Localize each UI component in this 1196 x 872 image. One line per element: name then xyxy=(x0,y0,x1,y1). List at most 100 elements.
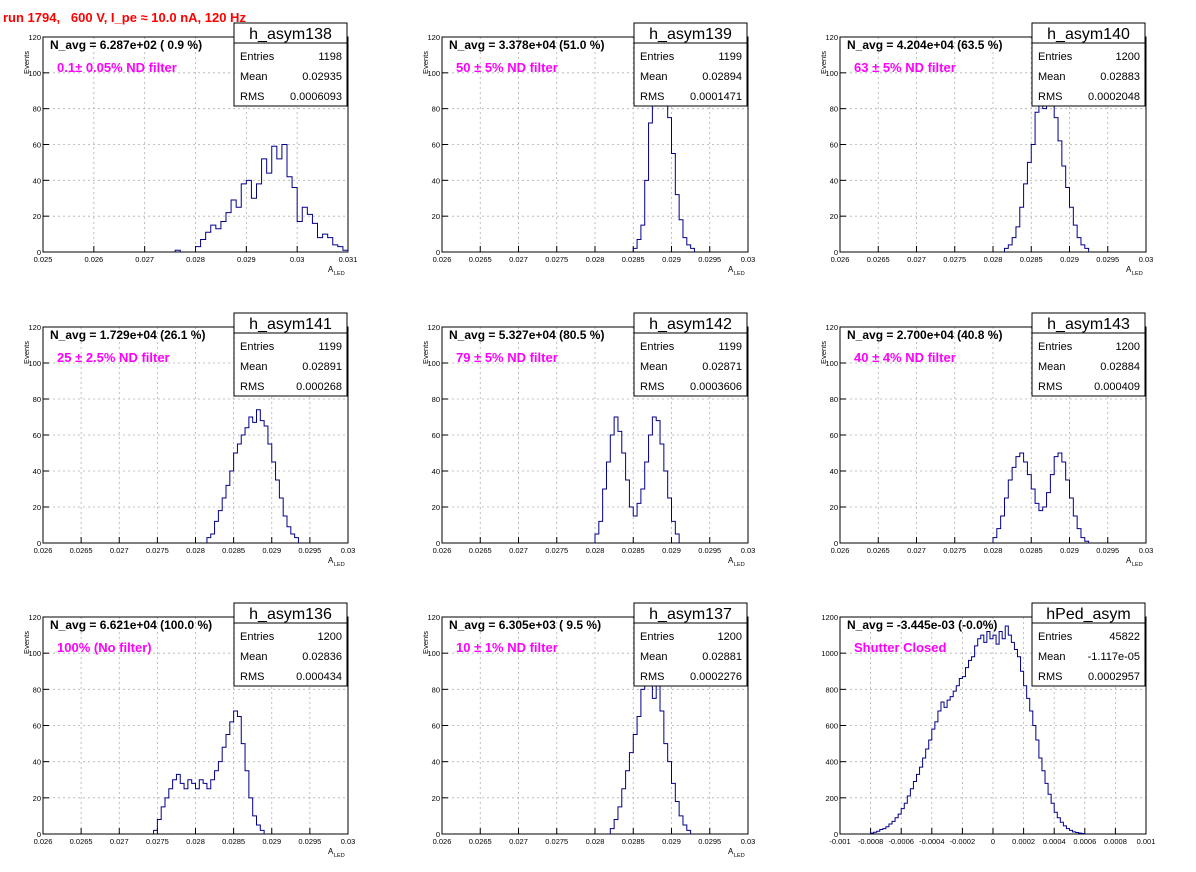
h_asym136-xtick-label: 0.026 xyxy=(34,837,53,846)
h_asym138-filter-label: 0.1± 0.05% ND filter xyxy=(57,60,177,75)
h_asym142-stats-value: 1199 xyxy=(718,341,742,353)
h_asym139-stats-key: RMS xyxy=(640,91,664,103)
h_asym141-ytick-label: 100 xyxy=(28,359,41,368)
h_asym139-stats-value: 0.02894 xyxy=(702,71,742,83)
hPed_asym-xtick-label: 0.0008 xyxy=(1104,837,1127,846)
hPed_asym-xtick-label: -0.001 xyxy=(829,837,850,846)
hPed_asym-xtick-label: 0.001 xyxy=(1137,837,1156,846)
h_asym142-ytick-label: 20 xyxy=(432,503,440,512)
h_asym141-stats-title: h_asym141 xyxy=(249,316,332,333)
h_asym138-ytick-label: 120 xyxy=(28,33,41,42)
h_asym136-ytick-label: 80 xyxy=(33,685,41,694)
h_asym140-ytick-label: 80 xyxy=(830,105,838,114)
h_asym141-navg-label: N_avg = 1.729e+04 (26.1 %) xyxy=(50,328,205,342)
h_asym143-stats-key: Entries xyxy=(1038,341,1073,353)
h_asym136-xtick-label: 0.027 xyxy=(110,837,129,846)
h_asym142-ytick-label: 0 xyxy=(436,539,440,548)
h_asym139-filter-label: 50 ± 5% ND filter xyxy=(456,60,558,75)
h_asym136-xtick-label: 0.0285 xyxy=(222,837,245,846)
h_asym138-xtick-label: 0.025 xyxy=(34,255,53,264)
h_asym142-filter-label: 79 ± 5% ND filter xyxy=(456,350,558,365)
h_asym140-histogram-line xyxy=(1003,81,1090,252)
h_asym138-histogram-line xyxy=(174,144,349,252)
h_asym136-xtick-label: 0.028 xyxy=(186,837,205,846)
h_asym137-ytick-label: 100 xyxy=(427,649,440,658)
h_asym140-xtick-label: 0.026 xyxy=(831,255,850,264)
h_asym142-stats-key: RMS xyxy=(640,381,664,393)
h_asym138-stats-key: RMS xyxy=(240,91,264,103)
h_asym136-xtick-label: 0.029 xyxy=(262,837,281,846)
h_asym139-ytick-label: 20 xyxy=(432,212,440,221)
h_asym137-ytick-label: 0 xyxy=(436,830,440,839)
hPed_asym-xtick-label: 0.0004 xyxy=(1043,837,1066,846)
h_asym139-stats-key: Mean xyxy=(640,71,668,83)
h_asym138-stats-key: Entries xyxy=(240,51,275,63)
h_asym139-stats-key: Entries xyxy=(640,51,675,63)
h_asym139-stats-box xyxy=(633,42,748,107)
hPed_asym-xtick-label: 0.0002 xyxy=(1012,837,1035,846)
h_asym136-xtick-label: 0.03 xyxy=(341,837,356,846)
h_asym137-xtick-label: 0.0295 xyxy=(698,837,721,846)
h_asym140-ytick-label: 40 xyxy=(830,176,838,185)
h_asym141-ytick-label: 0 xyxy=(37,539,41,548)
h_asym140-stats-key: RMS xyxy=(1038,91,1062,103)
h_asym142-stats-value: 0.02871 xyxy=(702,361,742,373)
hPed_asym-ytick-label: 600 xyxy=(825,722,838,731)
h_asym136-ytick-label: 20 xyxy=(33,794,41,803)
h_asym137-stats-box xyxy=(633,622,748,687)
h_asym138-xtick-label: 0.031 xyxy=(339,255,358,264)
h_asym137-xtick-label: 0.03 xyxy=(741,837,756,846)
h_asym136-ytick-label: 40 xyxy=(33,758,41,767)
h_asym140-stats-value: 0.02883 xyxy=(1100,71,1140,83)
h_asym143-stats-value: 1200 xyxy=(1116,341,1140,353)
h_asym137-stats-key: Entries xyxy=(640,631,675,643)
h_asym137-ytick-label: 60 xyxy=(432,722,440,731)
h_asym143-ytick-label: 80 xyxy=(830,395,838,404)
h_asym143-xtick-label: 0.029 xyxy=(1060,546,1079,555)
h_asym138-stats-box xyxy=(233,42,348,107)
hPed_asym-stats-title: hPed_asym xyxy=(1046,606,1131,623)
h_asym143-stats-value: 0.02884 xyxy=(1100,361,1140,373)
hPed_asym-navg-label: N_avg = -3.445e-03 (-0.0%) xyxy=(847,618,997,632)
h_asym142-xtick-label: 0.0265 xyxy=(469,546,492,555)
h_asym136-stats-value: 0.02836 xyxy=(302,651,342,663)
h_asym139-xtick-label: 0.03 xyxy=(741,255,756,264)
h_asym142-xlabel: A xyxy=(728,556,734,565)
h_asym141-stats-key: Entries xyxy=(240,341,275,353)
h_asym139-ytick-label: 0 xyxy=(436,248,440,257)
h_asym139-ytick-label: 80 xyxy=(432,105,440,114)
h_asym139-stats-title: h_asym139 xyxy=(649,26,732,43)
h_asym143-ytick-label: 0 xyxy=(834,539,838,548)
h_asym141-ylabel: Events xyxy=(22,341,31,364)
h_asym138-xtick-label: 0.03 xyxy=(290,255,305,264)
h_asym137-stats-key: Mean xyxy=(640,651,668,663)
hPed_asym-xtick-label: 0.0006 xyxy=(1073,837,1096,846)
h_asym140-xtick-label: 0.028 xyxy=(984,255,1003,264)
h_asym142-ytick-label: 60 xyxy=(432,431,440,440)
h_asym142-ytick-label: 80 xyxy=(432,395,440,404)
h_asym143-ytick-label: 20 xyxy=(830,503,838,512)
h_asym136-ytick-label: 60 xyxy=(33,722,41,731)
h_asym140-ytick-label: 60 xyxy=(830,141,838,150)
h_asym141-xtick-label: 0.0285 xyxy=(222,546,245,555)
h_asym140-filter-label: 63 ± 5% ND filter xyxy=(854,60,956,75)
h_asym143-stats-key: Mean xyxy=(1038,361,1066,373)
hPed_asym-stats-value: 45822 xyxy=(1109,631,1140,643)
h_asym138-ytick-label: 20 xyxy=(33,212,41,221)
h_asym141-stats-box xyxy=(233,332,348,397)
h_asym140-xtick-label: 0.0265 xyxy=(867,255,890,264)
page-title: run 1794, 600 V, I_pe ≈ 10.0 nA, 120 Hz xyxy=(3,10,246,25)
h_asym143-xtick-label: 0.0285 xyxy=(1020,546,1043,555)
h_asym136-ytick-label: 100 xyxy=(28,649,41,658)
hPed_asym-ytick-label: 0 xyxy=(834,830,838,839)
h_asym143-xtick-label: 0.0265 xyxy=(867,546,890,555)
h_asym141-ytick-label: 60 xyxy=(33,431,41,440)
hPed_asym-xtick-label: -0.0004 xyxy=(919,837,944,846)
h_asym136-stats-value: 0.000434 xyxy=(296,671,342,683)
h_asym143-navg-label: N_avg = 2.700e+04 (40.8 %) xyxy=(847,328,1002,342)
h_asym140-xtick-label: 0.029 xyxy=(1060,255,1079,264)
h_asym139-stats-value: 0.0001471 xyxy=(690,91,742,103)
h_asym140-ytick-label: 120 xyxy=(825,33,838,42)
h_asym139-xtick-label: 0.0265 xyxy=(469,255,492,264)
